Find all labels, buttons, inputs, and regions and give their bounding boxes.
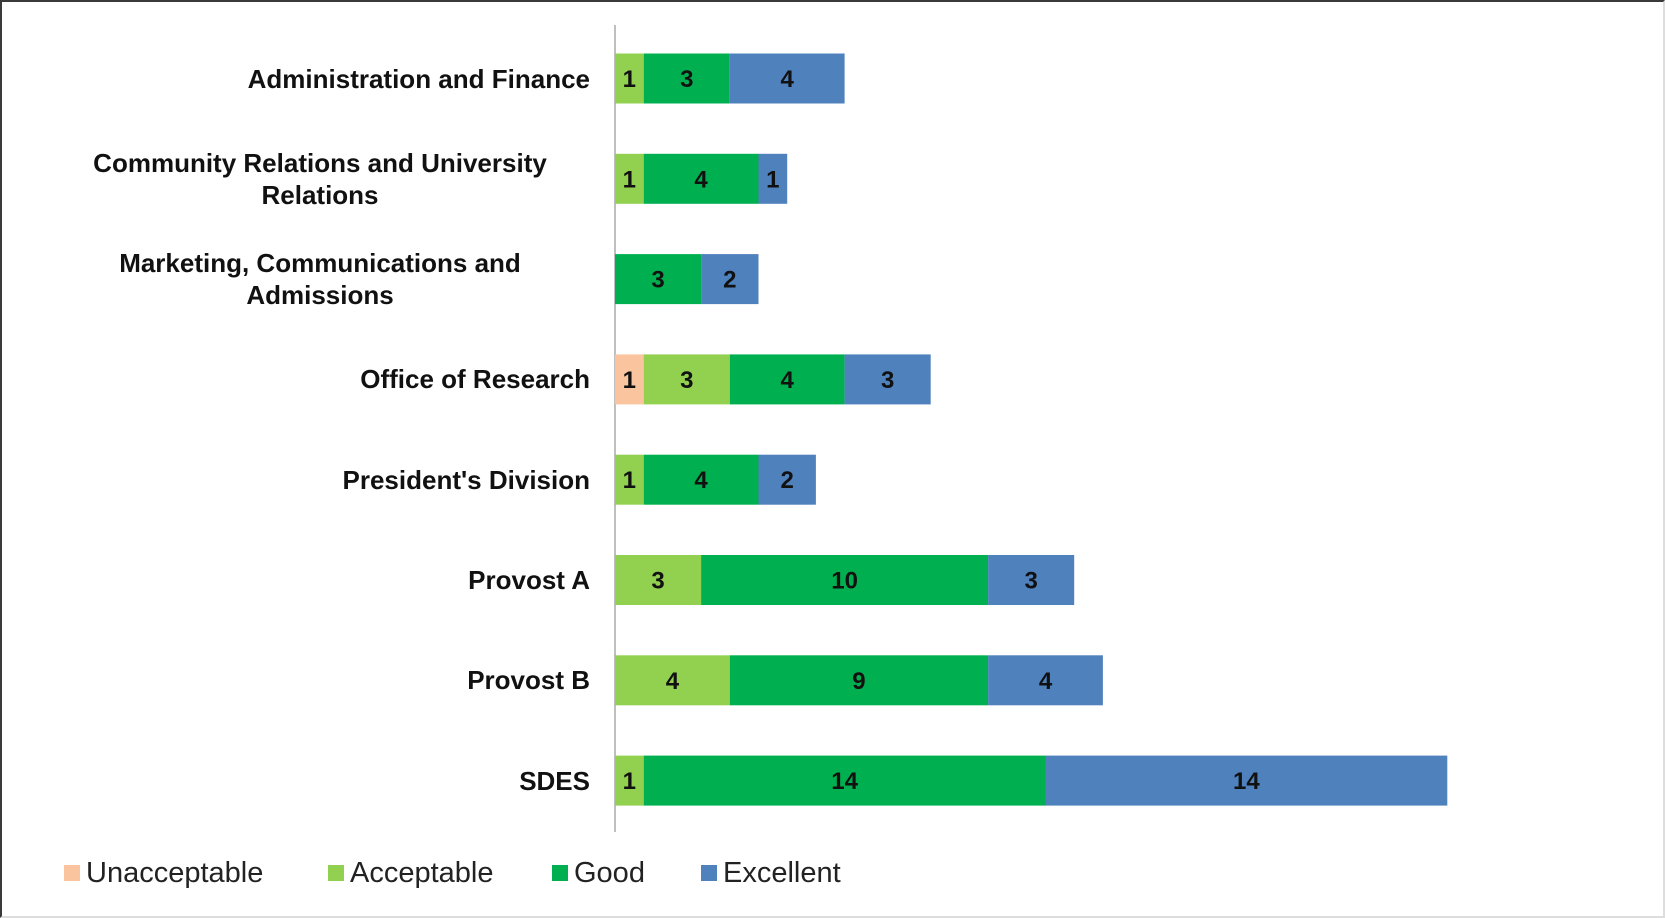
legend-label: Excellent [723,857,841,889]
data-label: 3 [680,367,693,394]
bar-segment [615,454,644,505]
bar-segment [1045,755,1448,806]
category-label: Administration and Finance [50,63,590,95]
category-text: SDES [519,765,590,796]
category-text: Office of Research [360,364,590,395]
data-label: 10 [831,568,858,595]
data-label: 3 [651,568,664,595]
data-label: 1 [623,367,636,394]
data-label: 14 [831,768,858,795]
category-text: President's Division [342,464,590,495]
data-label: 1 [623,768,636,795]
data-label: 2 [723,267,736,294]
bar-segment [988,655,1103,706]
category-label: Provost A [50,564,590,596]
data-label: 1 [623,166,636,193]
bar-segment [615,354,644,405]
category-label: Office of Research [50,363,590,395]
bar-segment [615,655,730,706]
category-text: Provost A [468,565,590,595]
category-text: Marketing, Communications and Admissions [119,248,521,311]
bar-segment [615,755,644,806]
data-label: 3 [1024,568,1037,595]
data-label: 3 [651,267,664,294]
category-label: Community Relations and University Relat… [50,147,590,211]
bar-segment [643,454,759,505]
category-label: Provost B [50,664,590,696]
data-label: 4 [666,668,680,695]
category-label: Marketing, Communications and Admissions [50,247,590,311]
bar-segment [643,153,759,204]
bar-segment [615,53,644,104]
bar-segment [844,354,931,405]
bar-segment [643,755,1046,806]
bar-segment [758,153,788,204]
bar-segment [643,53,730,104]
category-label: SDES [50,765,590,797]
data-label: 1 [766,166,779,193]
category-text: Community Relations and University Relat… [93,147,547,210]
bar-segment [643,354,730,405]
data-label: 3 [881,367,894,394]
bar-segment [615,555,702,605]
data-label: 1 [623,66,636,93]
bar-segment [729,655,989,706]
data-label: 14 [1233,768,1260,795]
data-label: 4 [1039,668,1053,695]
data-label: 4 [781,367,795,394]
data-label: 1 [623,467,636,494]
bar-segment [758,454,816,505]
legend-label: Unacceptable [86,857,263,889]
data-label: 3 [680,66,693,93]
category-text: Administration and Finance [247,63,590,94]
data-label: 4 [694,467,708,494]
legend-swatch [701,865,717,881]
bar-segment [701,254,759,305]
bar-segment [729,354,845,405]
bar-segment [988,555,1075,605]
data-label: 4 [694,166,708,193]
data-label: 2 [781,467,794,494]
legend-label: Good [574,857,645,889]
bar-segment [615,153,644,204]
legend-swatch [64,865,80,881]
bar-segment [729,53,845,104]
data-label: 9 [852,668,865,695]
legend-swatch [328,865,344,881]
category-label: President's Division [50,464,590,496]
data-label: 4 [781,66,795,93]
legend-label: Acceptable [350,857,494,889]
category-text: Provost B [467,665,590,696]
bar-segment [615,254,702,305]
bar-segment [701,555,989,605]
legend-swatch [552,865,568,881]
